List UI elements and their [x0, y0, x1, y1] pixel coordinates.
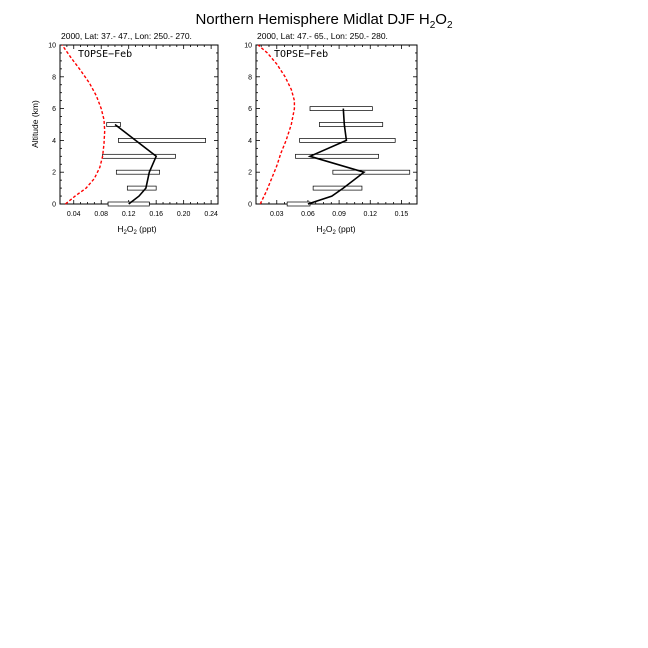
range-bar	[332, 169, 411, 175]
y-tick-label: 6	[52, 106, 56, 113]
y-tick-label: 6	[248, 106, 252, 113]
observed-profile-line	[114, 123, 158, 205]
x-tick-label: 0.08	[94, 211, 108, 218]
x-tick-label: 0.06	[301, 211, 315, 218]
range-bar	[295, 153, 379, 159]
plot-frame	[59, 44, 219, 205]
x-tick-label: 0.04	[67, 211, 81, 218]
y-tick-label: 10	[244, 43, 252, 50]
range-bar	[286, 201, 311, 207]
x-tick-label: 0.09	[332, 211, 346, 218]
y-axis-label: Altitude (km)	[30, 100, 40, 148]
x-tick-label: 0.12	[363, 211, 377, 218]
y-tick-label: 8	[52, 74, 56, 81]
model-profile-line	[257, 44, 296, 205]
x-tick-label: 0.16	[149, 211, 163, 218]
campaign-label: TOPSE−Feb	[274, 49, 328, 60]
x-tick-label: 0.03	[270, 211, 284, 218]
panel-subtitle: 2000, Lat: 47.- 65., Lon: 250.- 280.	[257, 31, 388, 41]
panel-subtitle: 2000, Lat: 37.- 47., Lon: 250.- 270.	[61, 31, 192, 41]
y-tick-label: 4	[248, 138, 252, 145]
range-bar	[106, 122, 121, 127]
x-tick-label: 0.15	[395, 211, 409, 218]
range-bar	[319, 122, 384, 127]
range-bar	[299, 138, 396, 143]
plot-area: 0.04 0.08 0.12 0.16 0.20 0.24 0 2 4 6 8 10	[48, 43, 219, 218]
range-bar	[309, 106, 373, 111]
x-tick-label: 0.12	[122, 211, 136, 218]
range-bar	[107, 201, 150, 207]
range-bar	[102, 153, 176, 159]
x-axis-label: H2O2 (ppt)	[316, 224, 355, 236]
y-tick-label: 0	[248, 202, 252, 209]
range-bar	[126, 185, 157, 191]
y-tick-label: 10	[48, 43, 56, 50]
y-tick-label: 0	[52, 202, 56, 209]
panel-left: 2000, Lat: 37.- 47., Lon: 250.- 270. 0.0…	[30, 31, 219, 236]
x-tick-label: 0.24	[204, 211, 218, 218]
y-tick-label: 2	[52, 170, 56, 177]
observed-profile-line	[307, 108, 366, 205]
x-tick-label: 0.20	[177, 211, 191, 218]
model-profile-line	[61, 44, 106, 205]
range-bar	[312, 185, 363, 191]
y-tick-label: 8	[248, 74, 252, 81]
panel-right: 2000, Lat: 47.- 65., Lon: 250.- 280. 0.0…	[244, 31, 418, 236]
y-tick-label: 2	[248, 170, 252, 177]
range-bar	[118, 138, 206, 143]
figure-title: Northern Hemisphere Midlat DJF H2O2	[195, 11, 452, 31]
plot-area: 0.03 0.06 0.09 0.12 0.15 0 2 4 6 8 10	[244, 43, 418, 218]
y-tick-label: 4	[52, 138, 56, 145]
range-bar	[115, 169, 160, 175]
campaign-label: TOPSE−Feb	[78, 49, 132, 60]
x-axis-label: H2O2 (ppt)	[117, 224, 156, 236]
